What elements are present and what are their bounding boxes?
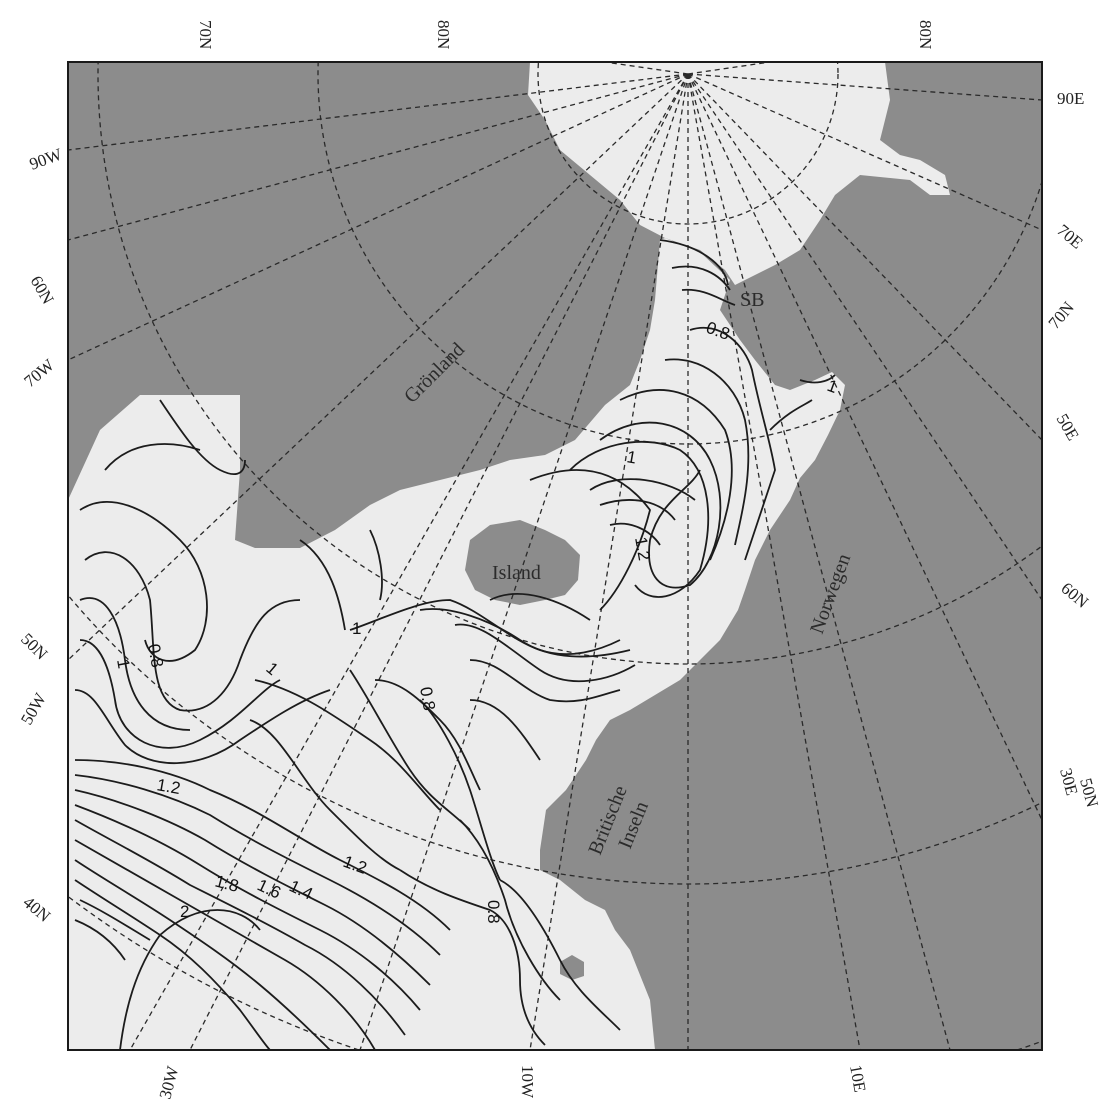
lon-label: 90W	[27, 144, 65, 173]
lon-label: 50E	[1053, 411, 1083, 444]
lon-label: 90E	[1057, 89, 1084, 108]
lat-label: 50N	[17, 629, 51, 663]
lon-label: 30W	[156, 1063, 183, 1101]
lat-label: 40N	[19, 893, 54, 926]
lat-label: 80N	[434, 20, 453, 49]
lat-label: 60N	[27, 273, 58, 308]
small-island	[560, 955, 584, 980]
lon-label: 10E	[846, 1063, 869, 1093]
lat-label: 50N	[1076, 776, 1101, 809]
iceland-landmass	[465, 520, 580, 605]
map-frame	[67, 61, 1043, 1051]
contour-label: 2	[180, 902, 189, 921]
contour-label: 1.2	[631, 535, 654, 562]
contour-label: 1	[113, 657, 133, 670]
lat-label: 80N	[916, 20, 935, 49]
contour-lines	[74, 239, 836, 1050]
lat-label: 70N	[196, 20, 215, 49]
label-iceland: Island	[492, 562, 541, 584]
sea-area-arctic	[528, 62, 950, 285]
lat-label: 60N	[1057, 579, 1092, 612]
sea-area-main	[68, 238, 845, 1050]
lon-label: 50W	[17, 689, 50, 728]
contour-label: 1	[625, 447, 638, 467]
contour-label: 0.8	[144, 642, 167, 669]
contour-label: 0.8	[484, 900, 503, 924]
lat-label: 70N	[1045, 298, 1078, 333]
contour-label: 0.8	[416, 685, 439, 712]
label-svalbard: SB	[740, 289, 764, 311]
lon-label: 70W	[20, 355, 58, 391]
contour-label: 1	[352, 619, 361, 638]
contour-label: 1.2	[155, 775, 182, 798]
lon-label: 70E	[1053, 221, 1086, 253]
lon-label: 10W	[518, 1065, 537, 1099]
